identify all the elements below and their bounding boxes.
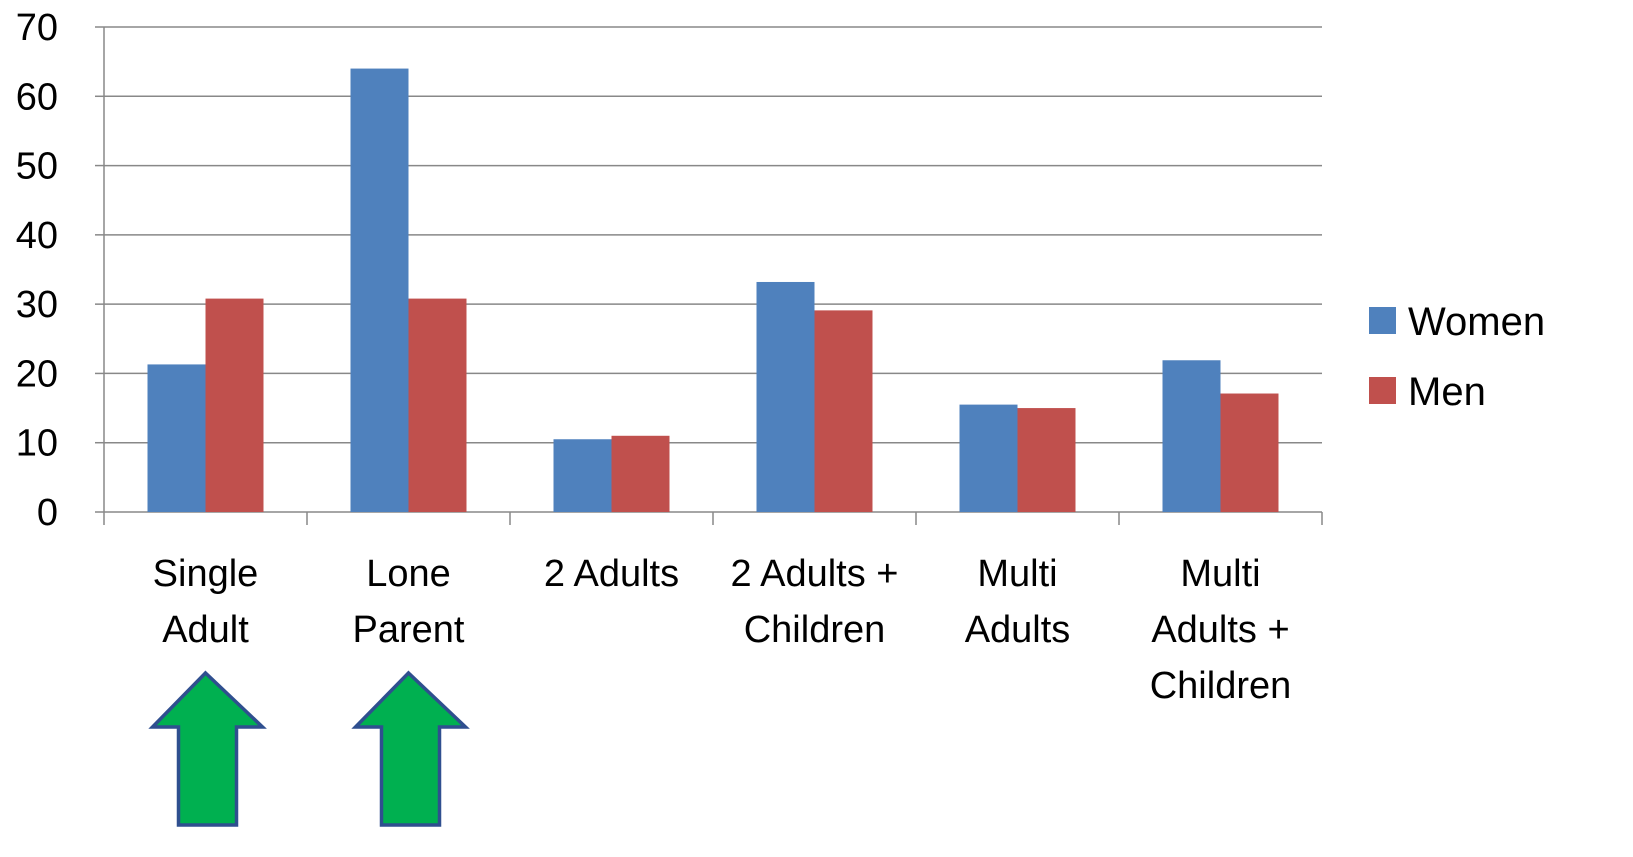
bar-women-2 xyxy=(553,439,612,512)
y-tick-label: 10 xyxy=(16,423,58,465)
x-category-label: Parent xyxy=(353,609,465,651)
x-category-label: Children xyxy=(744,609,886,651)
x-category-label: 2 Adults xyxy=(544,553,679,595)
up-arrow-icon xyxy=(148,670,267,827)
bar-women-1 xyxy=(350,68,409,513)
legend: Women Men xyxy=(1369,300,1545,414)
y-tick-label: 70 xyxy=(16,7,58,49)
gridlines xyxy=(104,26,1322,444)
y-tick-label: 50 xyxy=(16,146,58,188)
y-tick-label: 20 xyxy=(16,353,58,395)
bar-women-4 xyxy=(959,404,1018,512)
legend-swatch-men xyxy=(1369,377,1396,404)
bar-women-3 xyxy=(756,281,815,512)
bar-women-0 xyxy=(147,364,206,512)
x-category-label: Lone xyxy=(366,553,451,595)
category-labels: Single Adult Lone Parent 2 Adults 2 Adults + C… xyxy=(153,553,1292,707)
x-category-label: Multi xyxy=(977,553,1057,595)
bar-men-1 xyxy=(408,298,467,512)
x-category-label: Adults xyxy=(965,609,1071,651)
legend-label-men: Men xyxy=(1408,370,1486,414)
bars xyxy=(147,68,1279,513)
y-tick-label: 40 xyxy=(16,215,58,257)
x-category-label: Adults + xyxy=(1151,609,1289,651)
legend-swatch-women xyxy=(1369,307,1396,334)
y-tick-label: 60 xyxy=(16,76,58,118)
y-tick-label: 0 xyxy=(37,492,58,534)
bar-men-4 xyxy=(1017,408,1076,512)
x-category-label: Multi xyxy=(1180,553,1260,595)
up-arrow-icon xyxy=(351,670,470,827)
annotation-arrows xyxy=(148,670,470,827)
bar-men-2 xyxy=(611,435,670,512)
bar-women-5 xyxy=(1162,360,1221,512)
x-category-label: Children xyxy=(1150,665,1292,707)
bar-men-5 xyxy=(1220,393,1279,512)
legend-label-women: Women xyxy=(1408,300,1545,344)
bar-men-0 xyxy=(205,298,264,512)
axes: 0 10 20 30 40 50 60 70 xyxy=(16,7,1323,534)
x-category-label: Adult xyxy=(162,609,249,651)
y-tick-label: 30 xyxy=(16,284,58,326)
x-category-label: Single xyxy=(153,553,259,595)
bar-men-3 xyxy=(814,310,873,512)
x-category-label: 2 Adults + xyxy=(731,553,899,595)
